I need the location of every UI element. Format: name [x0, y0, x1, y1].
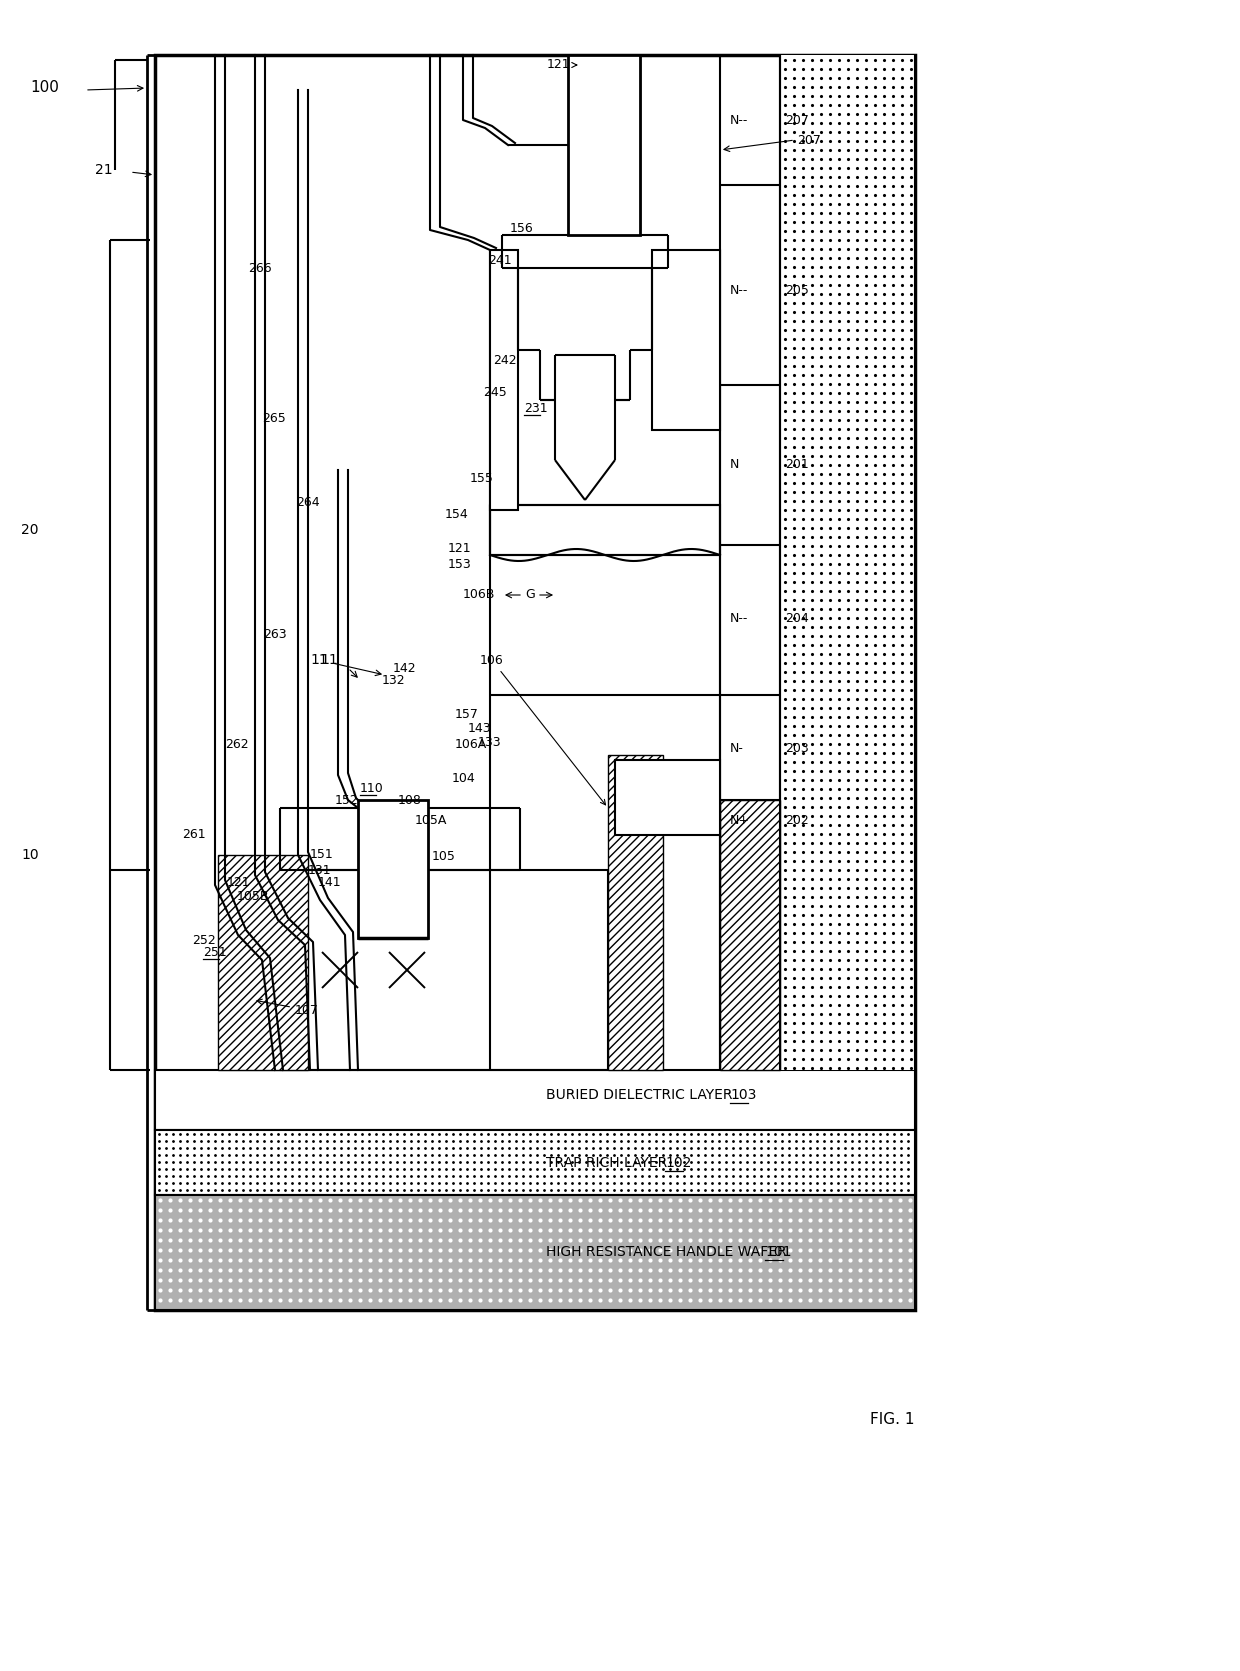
- Text: 108: 108: [398, 794, 422, 807]
- Bar: [155, 55, 915, 1310]
- Text: 11: 11: [320, 653, 337, 667]
- Bar: [490, 505, 720, 555]
- Bar: [720, 800, 780, 1069]
- Text: 110: 110: [360, 782, 383, 794]
- Text: 251: 251: [203, 946, 227, 959]
- Bar: [568, 55, 640, 236]
- Text: N--: N--: [730, 284, 749, 296]
- Text: N: N: [730, 458, 739, 471]
- Text: 121: 121: [448, 541, 471, 555]
- Text: 155: 155: [470, 471, 494, 485]
- Text: 207: 207: [797, 134, 821, 147]
- Text: 204: 204: [785, 612, 808, 625]
- Text: 105A: 105A: [415, 814, 448, 827]
- Bar: [155, 1195, 915, 1310]
- Text: 156: 156: [510, 222, 533, 234]
- Text: 132: 132: [382, 673, 405, 687]
- Text: 106A: 106A: [455, 739, 487, 752]
- Text: 104: 104: [453, 772, 476, 784]
- Text: 241: 241: [489, 254, 512, 266]
- Text: 265: 265: [262, 411, 285, 424]
- Text: 106: 106: [480, 653, 605, 805]
- Text: 201: 201: [785, 458, 808, 471]
- Text: TRAP RICH LAYER: TRAP RICH LAYER: [546, 1156, 672, 1170]
- Text: 121: 121: [547, 58, 577, 72]
- Text: 121: 121: [227, 876, 250, 889]
- Text: 142: 142: [393, 662, 417, 675]
- Text: BURIED DIELECTRIC LAYER: BURIED DIELECTRIC LAYER: [546, 1088, 737, 1101]
- Bar: [155, 1069, 915, 1130]
- Text: 105: 105: [432, 849, 456, 862]
- Text: HIGH RESISTANCE HANDLE WAFER: HIGH RESISTANCE HANDLE WAFER: [546, 1245, 791, 1258]
- Text: N-: N-: [730, 742, 744, 755]
- Text: 20: 20: [21, 523, 38, 536]
- Text: 262: 262: [224, 739, 249, 752]
- Text: 143: 143: [467, 722, 491, 735]
- Bar: [608, 755, 663, 1069]
- Text: 157: 157: [455, 709, 479, 722]
- Text: 106B: 106B: [463, 588, 495, 602]
- Text: G: G: [525, 588, 534, 602]
- Text: 261: 261: [182, 829, 206, 842]
- Bar: [652, 251, 720, 429]
- Bar: [615, 760, 720, 836]
- Bar: [490, 251, 518, 510]
- Text: 264: 264: [296, 496, 320, 510]
- Text: 102: 102: [665, 1156, 692, 1170]
- Text: 141: 141: [317, 876, 342, 889]
- Text: 133: 133: [477, 735, 502, 749]
- Text: N--: N--: [730, 612, 749, 625]
- Text: 10: 10: [21, 847, 38, 862]
- Text: 207: 207: [785, 114, 808, 127]
- Text: 153: 153: [448, 558, 471, 571]
- Text: 100: 100: [30, 80, 58, 95]
- Text: FIG. 1: FIG. 1: [870, 1412, 915, 1427]
- Text: 105B: 105B: [237, 891, 269, 904]
- Text: 202: 202: [785, 814, 808, 827]
- Text: 131: 131: [308, 864, 331, 877]
- Text: N+: N+: [730, 814, 750, 827]
- Bar: [358, 800, 428, 937]
- Bar: [578, 55, 640, 231]
- Text: 252: 252: [192, 934, 216, 946]
- Text: 263: 263: [263, 628, 286, 642]
- Text: 107: 107: [257, 999, 319, 1016]
- Text: 205: 205: [785, 284, 808, 296]
- Text: 266: 266: [248, 261, 272, 274]
- Text: N--: N--: [730, 114, 749, 127]
- Text: 203: 203: [785, 742, 808, 755]
- Text: 21: 21: [95, 164, 113, 177]
- Text: 103: 103: [730, 1088, 756, 1101]
- Text: 11: 11: [310, 653, 381, 675]
- Text: 231: 231: [525, 401, 548, 414]
- Text: 154: 154: [445, 508, 469, 520]
- Bar: [780, 55, 915, 1069]
- Text: 245: 245: [484, 386, 507, 399]
- Bar: [218, 856, 308, 1069]
- Text: 101: 101: [765, 1245, 791, 1258]
- Bar: [155, 1130, 915, 1195]
- Text: 242: 242: [494, 354, 517, 366]
- Text: 151: 151: [310, 849, 334, 862]
- Text: 152: 152: [335, 794, 358, 807]
